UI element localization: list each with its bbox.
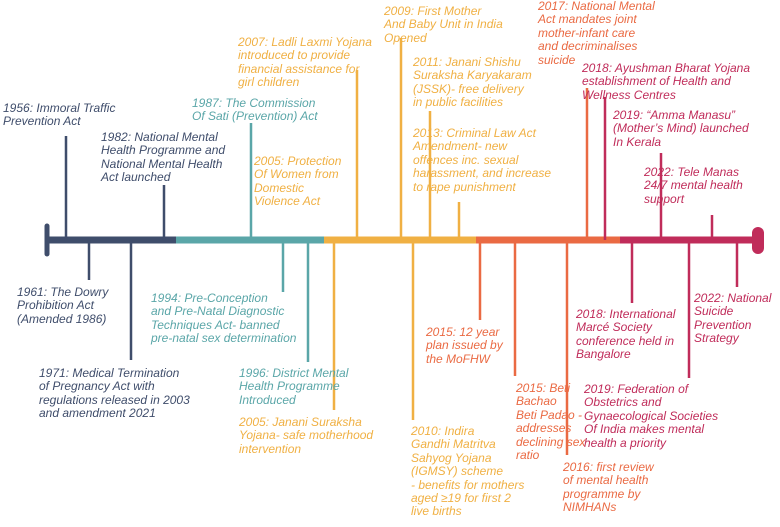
event-label-2009: 2009: First Mother And Baby Unit in Indi… [384,4,503,45]
event-label-2015-plan: 2015: 12 year plan issued by the MoFHW [426,325,503,366]
event-label-1994: 1994: Pre-Conception and Pre-Natal Diagn… [151,291,297,346]
event-label-1996: 1996: District Mental Health Programme I… [239,366,349,407]
event-label-2005-protection: 2005: Protection Of Women from Domestic … [254,154,342,209]
event-label-2019-fogsi: 2019: Federation of Obstetrics and Gynae… [584,382,719,450]
event-label-1961: 1961: The Dowry Prohibition Act (Amended… [17,285,109,326]
timeline-end-cap [752,227,764,254]
event-label-1956: 1956: Immoral Traffic Prevention Act [3,101,116,129]
event-label-1987: 1987: The Commission Of Sati (Prevention… [192,96,318,124]
event-label-2015-beti: 2015: Beti Bachao Beti Padao - addresses… [516,381,586,463]
event-label-2018-ayushman: 2018: Ayushman Bharat Yojana establishme… [582,61,751,102]
event-label-2013: 2013: Criminal Law Act Amendment- new of… [413,126,552,194]
event-label-2010: 2010: Indira Gandhi Matritva Sahyog Yoja… [411,424,525,519]
event-label-1971: 1971: Medical Termination of Pregnancy A… [39,366,190,421]
event-label-2007: 2007: Ladli Laxmi Yojana introduced to p… [238,35,372,90]
event-label-2022-suicide: 2022: National Suicide Prevention Strate… [694,291,772,346]
event-label-2018-marce: 2018: International Marcé Society confer… [576,307,676,362]
event-label-2022-telemanas: 2022: Tele Manas 24/7 mental health supp… [644,165,743,206]
event-label-2011: 2011: Janani Shishu Suraksha Karyakaram … [413,55,532,110]
event-label-2005-jsy: 2005: Janani Suraksha Yojana- safe mothe… [239,415,374,456]
event-label-2019-amma: 2019: “Amma Manasu” (Mother’s Mind) laun… [613,108,749,149]
event-label-2017: 2017: National Mental Act mandates joint… [538,0,655,67]
event-label-1982: 1982: National Mental Health Programme a… [101,130,226,185]
event-label-2016: 2016: first review of mental health prog… [563,460,654,515]
